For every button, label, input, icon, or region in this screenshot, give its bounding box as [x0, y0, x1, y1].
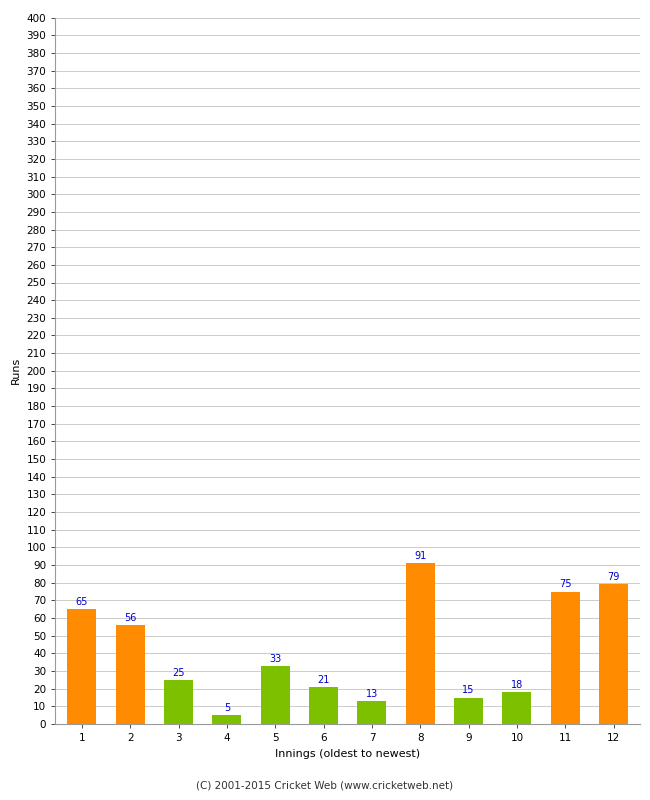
Bar [551, 591, 580, 724]
Bar [502, 692, 532, 724]
Bar [358, 701, 387, 724]
Text: 56: 56 [124, 613, 136, 623]
Text: (C) 2001-2015 Cricket Web (www.cricketweb.net): (C) 2001-2015 Cricket Web (www.cricketwe… [196, 781, 454, 790]
Y-axis label: Runs: Runs [11, 357, 21, 385]
Text: 5: 5 [224, 703, 230, 713]
Bar [309, 687, 338, 724]
Text: 91: 91 [414, 551, 426, 561]
Text: 13: 13 [366, 689, 378, 699]
Bar [68, 610, 96, 724]
Text: 75: 75 [559, 579, 571, 590]
Text: 21: 21 [317, 674, 330, 685]
Bar [261, 666, 290, 724]
Text: 79: 79 [608, 572, 620, 582]
Bar [213, 715, 241, 724]
Text: 33: 33 [269, 654, 281, 664]
Bar [454, 698, 483, 724]
Text: 25: 25 [172, 668, 185, 678]
Bar [406, 563, 435, 724]
Bar [599, 585, 628, 724]
Text: 15: 15 [462, 686, 474, 695]
Text: 18: 18 [511, 680, 523, 690]
Bar [116, 625, 145, 724]
Bar [164, 680, 193, 724]
Text: 65: 65 [75, 597, 88, 607]
X-axis label: Innings (oldest to newest): Innings (oldest to newest) [275, 749, 421, 758]
